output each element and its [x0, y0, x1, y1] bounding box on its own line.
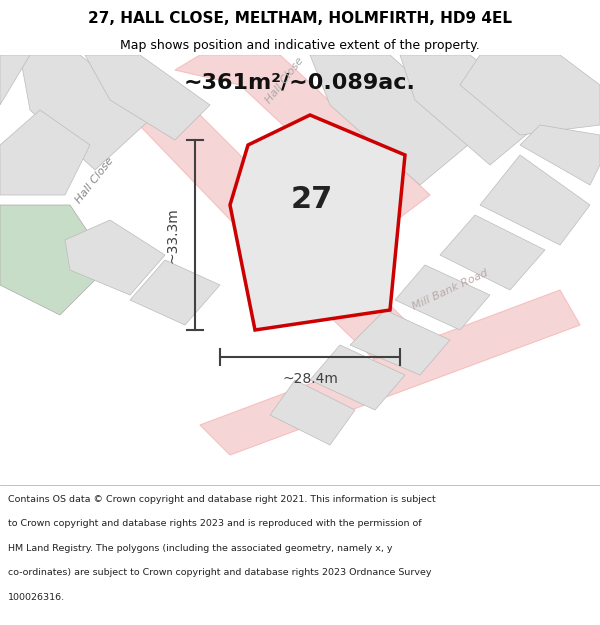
Polygon shape	[0, 110, 90, 195]
Text: 27: 27	[290, 186, 332, 214]
Polygon shape	[85, 55, 210, 140]
Polygon shape	[520, 125, 600, 185]
Polygon shape	[65, 220, 165, 295]
Text: Contains OS data © Crown copyright and database right 2021. This information is : Contains OS data © Crown copyright and d…	[8, 495, 436, 504]
Text: to Crown copyright and database rights 2023 and is reproduced with the permissio: to Crown copyright and database rights 2…	[8, 519, 421, 528]
Polygon shape	[310, 345, 405, 410]
Polygon shape	[270, 380, 355, 445]
Polygon shape	[480, 155, 590, 245]
Text: 27, HALL CLOSE, MELTHAM, HOLMFIRTH, HD9 4EL: 27, HALL CLOSE, MELTHAM, HOLMFIRTH, HD9 …	[88, 11, 512, 26]
Polygon shape	[40, 75, 420, 365]
Text: 100026316.: 100026316.	[8, 592, 65, 602]
Text: Mill Bank Road: Mill Bank Road	[410, 268, 490, 312]
Polygon shape	[130, 260, 220, 325]
Text: HM Land Registry. The polygons (including the associated geometry, namely x, y: HM Land Registry. The polygons (includin…	[8, 544, 392, 552]
Text: Hall Close: Hall Close	[74, 155, 116, 205]
Polygon shape	[460, 55, 600, 135]
Text: Hall Close: Hall Close	[264, 55, 306, 105]
Text: co-ordinates) are subject to Crown copyright and database rights 2023 Ordnance S: co-ordinates) are subject to Crown copyr…	[8, 568, 431, 578]
Polygon shape	[395, 265, 490, 330]
Polygon shape	[20, 55, 155, 170]
Polygon shape	[310, 55, 480, 185]
Polygon shape	[0, 55, 30, 105]
Polygon shape	[400, 55, 550, 165]
Text: ~28.4m: ~28.4m	[282, 372, 338, 386]
Text: ~33.3m: ~33.3m	[166, 207, 180, 263]
Polygon shape	[200, 290, 580, 455]
Polygon shape	[0, 205, 110, 315]
Polygon shape	[175, 55, 430, 225]
Text: Map shows position and indicative extent of the property.: Map shows position and indicative extent…	[120, 39, 480, 51]
Polygon shape	[230, 115, 405, 330]
Polygon shape	[350, 310, 450, 375]
Polygon shape	[440, 215, 545, 290]
Text: ~361m²/~0.089ac.: ~361m²/~0.089ac.	[184, 73, 416, 93]
